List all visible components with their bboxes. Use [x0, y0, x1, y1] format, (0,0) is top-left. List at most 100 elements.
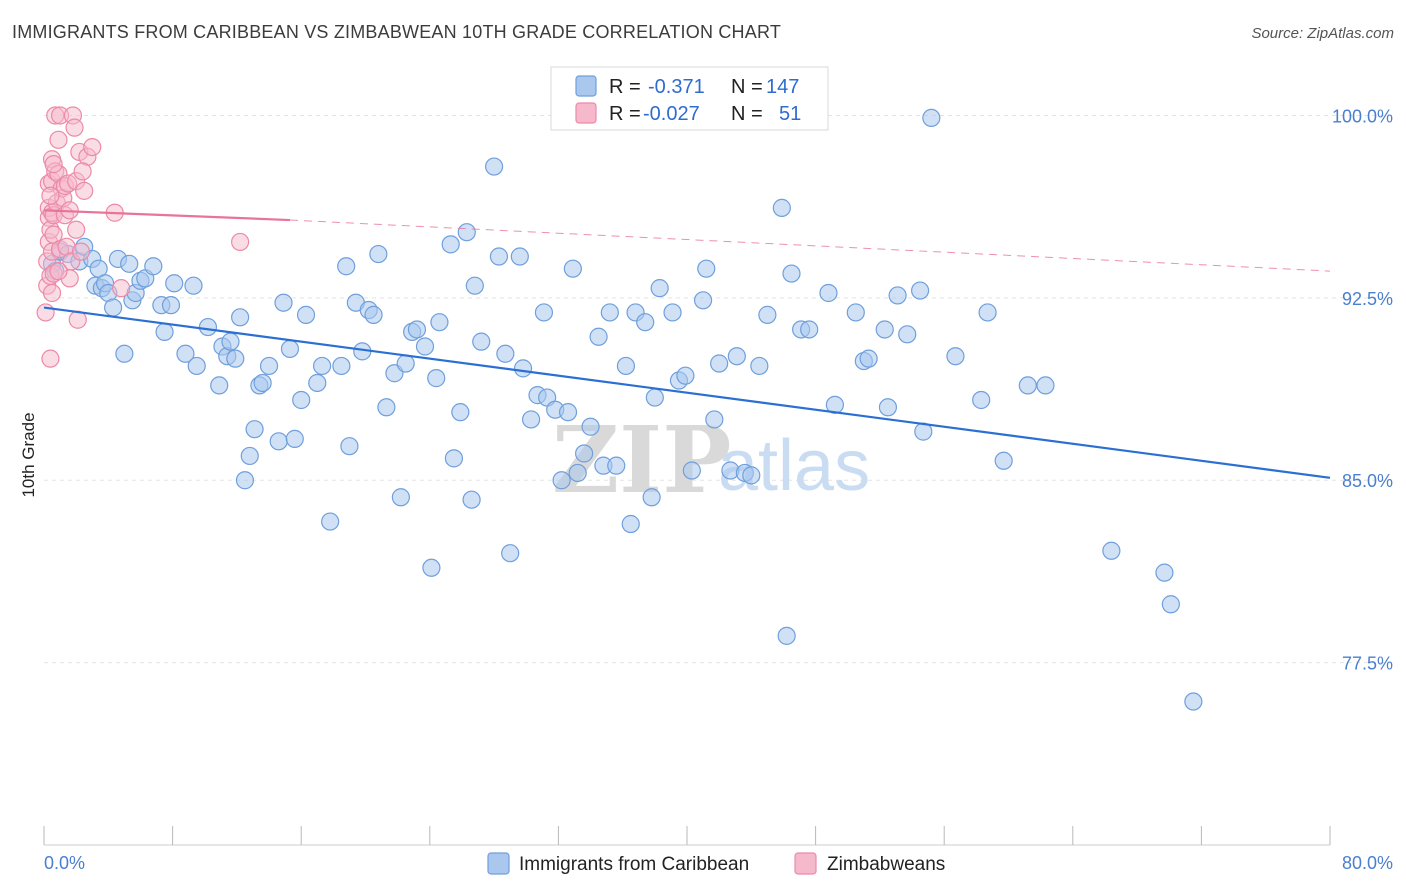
x-tick-label-max: 80.0%: [1342, 853, 1393, 873]
data-point-caribbean: [650, 279, 669, 298]
data-point-zimbabweans: [41, 349, 60, 368]
data-point-caribbean: [337, 257, 356, 276]
data-point-caribbean: [1161, 595, 1180, 614]
series-zimbabweans: [36, 106, 250, 368]
data-point-caribbean: [777, 626, 796, 645]
data-point-caribbean: [407, 320, 427, 339]
stats-legend-swatch-blue: [575, 75, 597, 97]
data-point-caribbean: [972, 390, 991, 410]
data-point-caribbean: [682, 461, 701, 480]
trend-lines: [43, 209, 1331, 479]
data-point-caribbean: [321, 512, 340, 531]
data-point-zimbabweans: [49, 130, 68, 149]
data-point-zimbabweans: [36, 303, 55, 322]
data-point-caribbean: [274, 293, 293, 312]
gridlines: [44, 114, 1393, 664]
data-point-caribbean: [1155, 563, 1174, 582]
data-point-caribbean: [727, 347, 746, 366]
data-point-caribbean: [782, 264, 801, 283]
data-point-caribbean: [496, 344, 515, 363]
data-point-caribbean: [693, 291, 713, 310]
data-point-caribbean: [621, 514, 640, 534]
legend-swatch-caribbean: [487, 852, 510, 875]
stats-n-value-1: 147: [766, 76, 799, 98]
data-point-caribbean: [457, 223, 476, 242]
stats-n-value-2: 51: [779, 103, 801, 125]
data-point-caribbean: [292, 390, 311, 410]
series-immigrants-from-caribbean: [42, 108, 1203, 711]
data-point-caribbean: [269, 432, 288, 451]
data-point-caribbean: [115, 344, 134, 363]
data-point-caribbean: [888, 286, 907, 305]
data-point-caribbean: [534, 303, 554, 322]
data-point-caribbean: [187, 356, 206, 376]
data-point-zimbabweans: [73, 162, 92, 181]
data-point-caribbean: [441, 235, 460, 254]
data-point-caribbean: [462, 490, 481, 509]
data-point-caribbean: [176, 344, 195, 363]
data-point-caribbean: [489, 247, 509, 266]
data-point-caribbean: [859, 349, 878, 368]
data-point-caribbean: [165, 274, 184, 293]
data-point-caribbean: [558, 403, 578, 422]
data-point-caribbean: [642, 488, 661, 507]
data-point-caribbean: [296, 305, 316, 324]
data-point-caribbean: [391, 488, 410, 507]
stats-r-value-2: -0.027: [643, 103, 700, 125]
data-point-caribbean: [427, 369, 446, 388]
data-point-zimbabweans: [71, 242, 91, 261]
data-point-caribbean: [1036, 376, 1055, 395]
stats-legend: R = -0.371 N = 147 R = -0.027 N = 51: [550, 66, 829, 131]
data-point-zimbabweans: [44, 155, 63, 174]
data-point-caribbean: [364, 305, 383, 324]
data-point-caribbean: [198, 317, 218, 337]
data-point-caribbean: [1018, 376, 1037, 395]
data-point-caribbean: [253, 373, 272, 393]
data-point-caribbean: [184, 276, 203, 295]
data-point-zimbabweans: [231, 232, 250, 252]
bottom-legend: Immigrants from Caribbean Zimbabweans: [487, 852, 945, 875]
legend-label-zimbabweans: Zimbabweans: [827, 854, 945, 875]
data-point-caribbean: [772, 198, 791, 217]
data-point-zimbabweans: [67, 220, 86, 239]
data-point-caribbean: [210, 376, 229, 395]
data-point-caribbean: [581, 417, 600, 436]
y-tick-label: 92.5%: [1342, 289, 1393, 309]
y-tick-label: 85.0%: [1342, 471, 1393, 491]
data-point-zimbabweans: [42, 283, 62, 303]
data-point-caribbean: [231, 308, 250, 327]
data-point-caribbean: [589, 327, 608, 346]
stats-r-label-2: R =: [609, 103, 641, 125]
data-point-zimbabweans: [83, 137, 102, 157]
data-point-zimbabweans: [41, 186, 60, 205]
data-point-caribbean: [144, 257, 163, 276]
data-point-caribbean: [575, 444, 594, 463]
data-point-caribbean: [978, 303, 997, 322]
data-point-caribbean: [600, 303, 619, 322]
data-point-caribbean: [875, 320, 894, 339]
data-point-caribbean: [616, 356, 636, 376]
data-point-caribbean: [377, 398, 396, 417]
data-point-caribbean: [312, 356, 332, 376]
legend-label-caribbean: Immigrants from Caribbean: [519, 854, 749, 875]
data-point-caribbean: [451, 403, 470, 422]
data-point-caribbean: [430, 313, 449, 332]
data-point-caribbean: [922, 108, 941, 128]
data-point-caribbean: [710, 354, 729, 373]
data-point-caribbean: [750, 356, 769, 376]
x-tick-label-min: 0.0%: [44, 853, 85, 873]
axes: [43, 826, 1331, 846]
data-point-caribbean: [226, 349, 245, 368]
y-tick-label: 77.5%: [1342, 654, 1393, 674]
data-point-caribbean: [396, 354, 415, 373]
data-point-caribbean: [663, 303, 682, 322]
stats-legend-box: [550, 66, 829, 131]
data-point-zimbabweans: [49, 262, 68, 281]
data-point-caribbean: [485, 157, 504, 176]
data-point-caribbean: [340, 437, 359, 456]
stats-n-label-1: N =: [731, 76, 763, 98]
data-point-caribbean: [1184, 692, 1203, 711]
data-point-caribbean: [1102, 541, 1121, 560]
data-point-caribbean: [676, 366, 695, 385]
